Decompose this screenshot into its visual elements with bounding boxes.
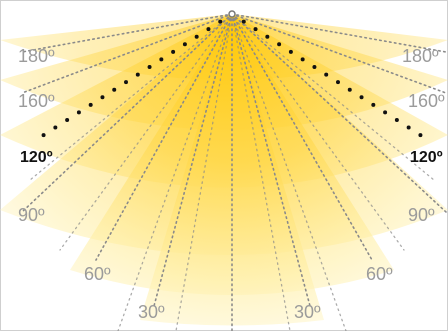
- label-60-right: 60º: [366, 264, 393, 284]
- ray-160-right: [231, 13, 447, 94]
- label-160-right: 160º: [408, 91, 445, 111]
- ray-90-right: [231, 13, 447, 213]
- inner-ray-5: [231, 13, 405, 251]
- label-30-right: 30º: [294, 302, 321, 322]
- ray-180-left: [21, 13, 233, 53]
- label-180-left: 180º: [18, 46, 55, 66]
- inner-ray-7: [231, 13, 435, 181]
- label-30-left: 30º: [138, 302, 165, 322]
- label-160-left: 160º: [18, 91, 55, 111]
- inner-ray-6: [29, 13, 233, 181]
- label-120-left: 120º: [20, 149, 53, 166]
- inner-ray-1: [175, 13, 233, 331]
- label-90-left: 90º: [18, 205, 45, 225]
- ray-120-right: [230, 12, 430, 142]
- label-120-right: 120º: [410, 149, 443, 166]
- label-180-right: 180º: [402, 46, 439, 66]
- inner-ray-4: [59, 13, 233, 251]
- ray-120-left: [34, 12, 234, 142]
- label-90-right: 90º: [408, 205, 435, 225]
- ray-180-right: [231, 13, 447, 53]
- ray-160-left: [21, 13, 233, 94]
- inner-ray-3: [231, 13, 347, 331]
- ray-30-left: [153, 13, 233, 307]
- ray-60-left: [95, 13, 233, 261]
- label-60-left: 60º: [84, 264, 111, 284]
- ray-90-left: [21, 13, 233, 213]
- inner-ray-0: [117, 13, 233, 331]
- inner-ray-2: [231, 13, 291, 331]
- beam-rays: [21, 12, 447, 331]
- ray-30-right: [231, 13, 311, 307]
- light-source-icon: [228, 10, 236, 18]
- ray-60-right: [231, 13, 373, 261]
